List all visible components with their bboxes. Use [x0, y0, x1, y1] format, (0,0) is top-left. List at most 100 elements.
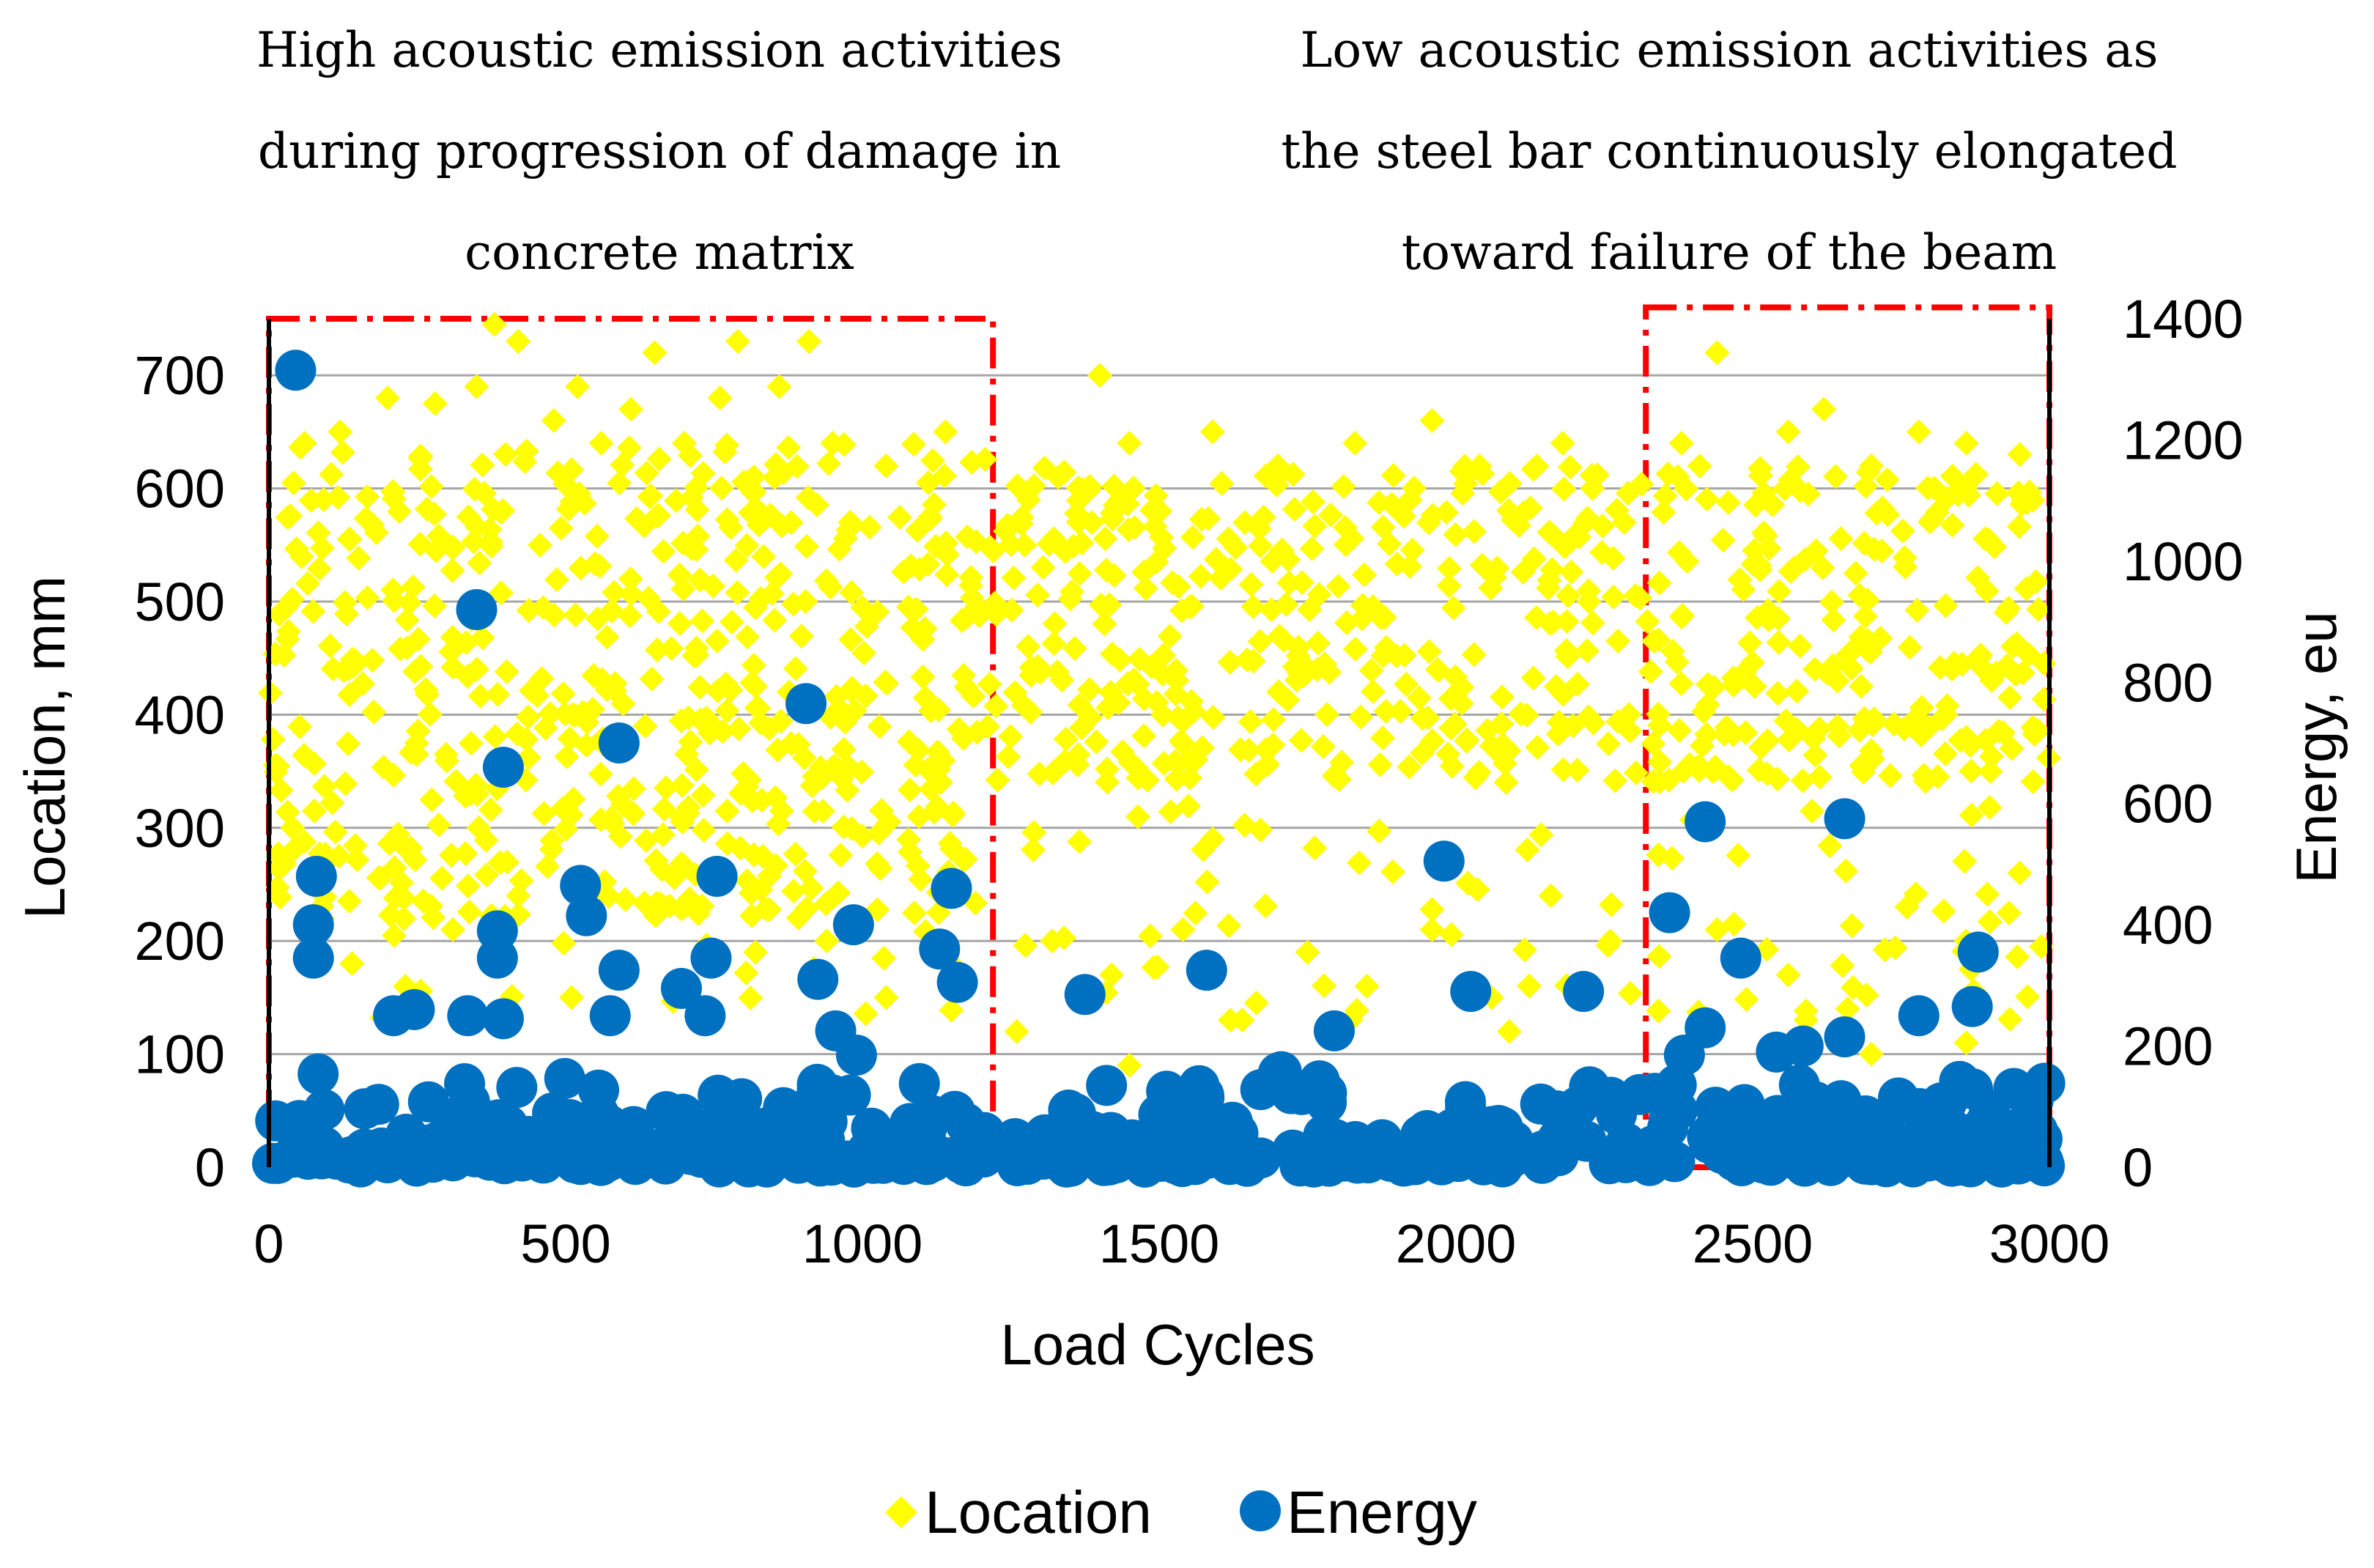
location-point-density: [757, 863, 783, 889]
energy-point: [589, 995, 631, 1037]
location-point-density: [552, 471, 578, 497]
energy-point-density: [1054, 1092, 1096, 1134]
location-point-density: [865, 599, 890, 625]
location-point-density: [1828, 526, 1854, 552]
location-point-density: [1240, 594, 1266, 620]
location-point-density: [344, 847, 370, 873]
y-tick-label: 100: [135, 1024, 225, 1085]
energy-point: [598, 950, 640, 991]
highlight-region-box: [266, 316, 996, 1170]
location-point-density: [408, 654, 434, 679]
location-point-density: [407, 456, 433, 482]
location-point-density: [1169, 728, 1194, 754]
location-point-density: [1299, 536, 1325, 561]
energy-point: [660, 967, 702, 1009]
legend-location-marker: [885, 1496, 917, 1528]
energy-point-density: [496, 1067, 538, 1109]
energy-point-density: [804, 1120, 846, 1161]
location-point-density: [417, 701, 443, 727]
location-point-density: [1580, 610, 1605, 636]
location-point-density: [690, 783, 716, 808]
location-point-density: [1013, 933, 1038, 958]
location-point-density: [1558, 559, 1584, 585]
location-point-density: [2015, 984, 2041, 1010]
location-point-density: [355, 484, 380, 509]
location-point-density: [839, 580, 865, 605]
x-tick-label: 3000: [1989, 1213, 2110, 1274]
location-point-density: [470, 625, 495, 651]
location-point-density: [1623, 760, 1649, 785]
location-point-density: [1290, 569, 1315, 595]
location-point-density: [440, 624, 465, 650]
energy-point: [598, 722, 640, 763]
location-point-density: [1997, 684, 2023, 710]
location-point-density: [302, 798, 328, 824]
location-point-density: [1690, 733, 1715, 758]
location-point-density: [1196, 506, 1221, 531]
y-tick-label: 0: [195, 1137, 225, 1198]
location-point-density: [471, 481, 497, 506]
location-point-density: [1367, 752, 1393, 777]
location-point-density: [443, 769, 469, 794]
annotation-right-line-2: the steel bar continuously elongated: [1281, 123, 2178, 180]
location-point-density: [265, 753, 291, 779]
location-point-density: [391, 906, 417, 931]
energy-point-density: [810, 1074, 852, 1116]
location-point-density: [531, 801, 557, 826]
location-point-density: [1253, 893, 1279, 919]
location-point-density: [1490, 684, 1515, 710]
location-point-density: [1959, 758, 1984, 784]
location-point-density: [1373, 698, 1399, 724]
location-point-density: [1575, 638, 1600, 664]
location-point-density: [1646, 701, 1671, 727]
location-point: [280, 815, 306, 840]
location-point-density: [336, 888, 362, 914]
location-point-density: [659, 635, 684, 661]
location-point-density: [687, 567, 713, 593]
energy-point-density: [358, 1084, 399, 1125]
energy-point: [690, 937, 732, 979]
location-point: [375, 385, 400, 411]
location-point-density: [636, 585, 662, 611]
location-point-density: [1751, 520, 1777, 546]
energy-point-density: [297, 1053, 339, 1095]
energy-point: [1720, 937, 1761, 979]
location-point-density: [1370, 725, 1396, 751]
location-point-density: [983, 602, 1009, 627]
location-point-density: [1078, 705, 1103, 731]
location-point-density: [1714, 714, 1739, 740]
energy-point: [295, 855, 337, 897]
location-point-density: [1310, 733, 1336, 759]
location-point: [1099, 962, 1125, 988]
energy-point-density: [1657, 1089, 1698, 1131]
location-point-density: [1817, 833, 1843, 859]
location-point: [1419, 407, 1445, 433]
location-point-density: [317, 633, 343, 659]
location-point-density: [1150, 702, 1176, 728]
highlight-region-box: [1643, 304, 2052, 1170]
location-point-density: [548, 515, 574, 541]
energy-point: [684, 995, 726, 1037]
location-point-density: [554, 744, 580, 769]
location-point: [1199, 419, 1225, 445]
energy-point: [1563, 971, 1605, 1013]
location-point-density: [478, 797, 503, 823]
location-point: [820, 430, 846, 456]
location-point-density: [470, 452, 495, 478]
location-point-density: [319, 462, 344, 487]
location-point-density: [1748, 456, 1773, 481]
location-point-density: [1284, 667, 1309, 693]
location-point: [565, 374, 591, 399]
location-point-density: [1982, 534, 2008, 560]
energy-point-density: [1920, 1082, 1962, 1124]
energy-point: [292, 904, 334, 946]
location-point-density: [1647, 750, 1673, 775]
location-point-density: [1492, 751, 1517, 777]
location-point: [328, 419, 353, 445]
location-point-density: [1147, 498, 1173, 524]
location-point-density: [1203, 547, 1229, 572]
y2-tick-label: 1400: [2123, 289, 2244, 350]
location-point-density: [1560, 713, 1586, 739]
energy-point-density: [1849, 1114, 1890, 1156]
location-point-density: [1974, 578, 2000, 604]
